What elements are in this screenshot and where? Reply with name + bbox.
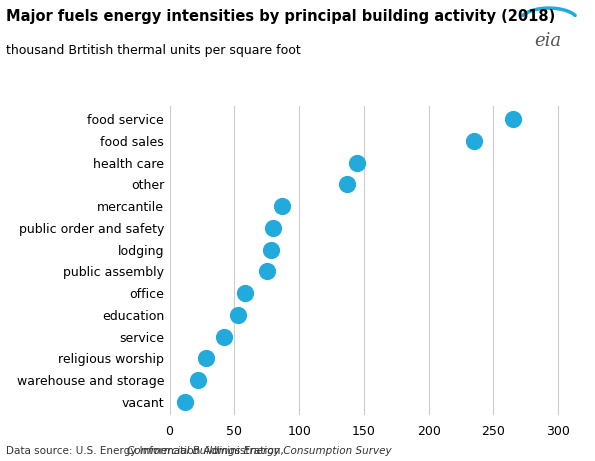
Point bbox=[193, 377, 203, 384]
Point bbox=[277, 202, 287, 210]
Point bbox=[262, 268, 271, 275]
Point bbox=[240, 290, 249, 297]
Text: Major fuels energy intensities by principal building activity (2018): Major fuels energy intensities by princi… bbox=[6, 9, 555, 24]
Point bbox=[469, 137, 479, 144]
Point bbox=[180, 398, 190, 406]
Point bbox=[353, 159, 362, 166]
Text: Commercial Buildings Energy Consumption Survey: Commercial Buildings Energy Consumption … bbox=[127, 446, 391, 456]
Point bbox=[201, 355, 211, 362]
Point bbox=[342, 181, 352, 188]
Text: Data source: U.S. Energy Information Administration,: Data source: U.S. Energy Information Adm… bbox=[6, 446, 287, 456]
Point bbox=[268, 224, 278, 231]
Point bbox=[219, 333, 228, 340]
Text: eia: eia bbox=[534, 32, 561, 50]
Point bbox=[233, 311, 243, 319]
Point bbox=[266, 246, 275, 253]
Text: thousand Brtitish thermal units per square foot: thousand Brtitish thermal units per squa… bbox=[6, 44, 300, 57]
Point bbox=[508, 115, 518, 123]
